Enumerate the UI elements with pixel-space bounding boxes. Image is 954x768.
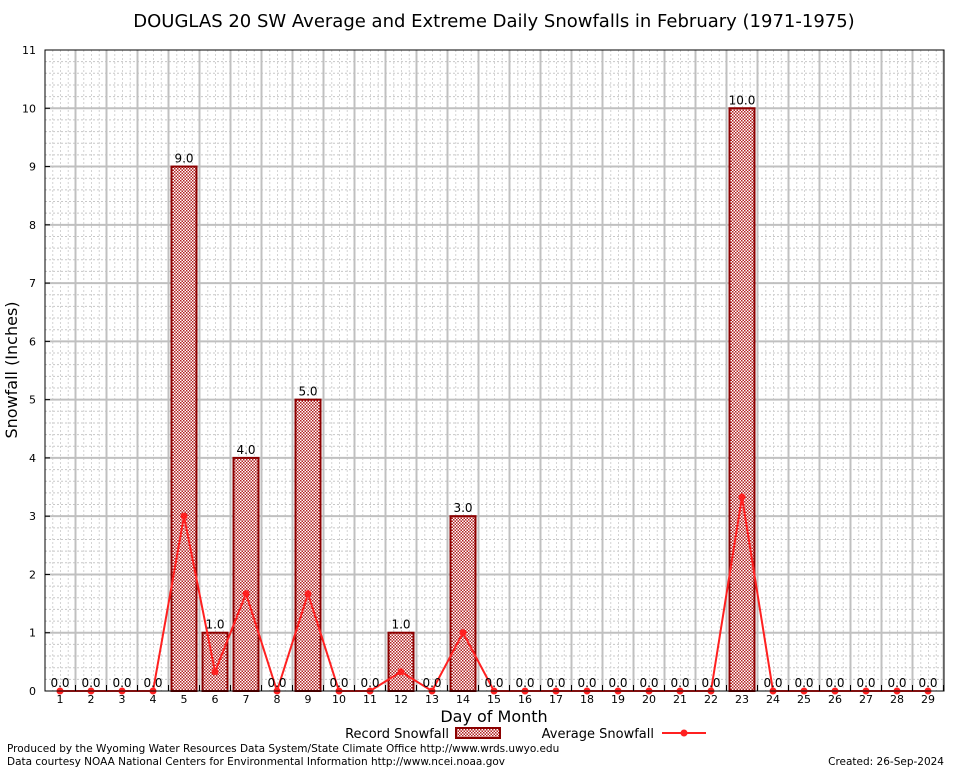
bar-value-label: 0.0 [515, 676, 534, 690]
bar-value-label: 0.0 [608, 676, 627, 690]
x-tick-label: 1 [57, 693, 64, 706]
bar-value-label: 0.0 [763, 676, 782, 690]
x-tick-label: 11 [363, 693, 377, 706]
legend-average-label: Average Snowfall [542, 727, 654, 742]
record-bar [387, 631, 415, 693]
x-tick-label: 6 [212, 693, 219, 706]
y-tick-label: 7 [29, 277, 36, 290]
bar-value-label: 0.0 [639, 676, 658, 690]
bar-value-label: 0.0 [360, 676, 379, 690]
record-bar [728, 107, 756, 693]
y-tick-label: 3 [29, 510, 36, 523]
x-axis-label: Day of Month [440, 707, 547, 726]
x-tick-label: 19 [611, 693, 625, 706]
x-tick-label: 16 [518, 693, 532, 706]
y-axis-label: Snowfall (Inches) [2, 301, 21, 438]
x-tick-label: 13 [425, 693, 439, 706]
bar-value-label: 4.0 [236, 443, 255, 457]
x-tick-label: 15 [487, 693, 501, 706]
average-point [304, 590, 312, 598]
x-tick-label: 26 [828, 693, 842, 706]
bar-value-label: 0.0 [577, 676, 596, 690]
bar-value-label: 0.0 [484, 676, 503, 690]
bar-value-label: 1.0 [391, 618, 410, 632]
record-bar [170, 165, 198, 692]
average-point [211, 668, 219, 676]
bar-value-label: 0.0 [81, 676, 100, 690]
x-tick-label: 4 [150, 693, 157, 706]
x-tick-label: 22 [704, 693, 718, 706]
bar-value-label: 0.0 [887, 676, 906, 690]
bar-value-label: 0.0 [794, 676, 813, 690]
legend-average-marker [680, 729, 688, 737]
average-point [397, 668, 405, 676]
bar-value-label: 0.0 [825, 676, 844, 690]
legend-record-label: Record Snowfall [345, 727, 449, 742]
x-tick-label: 17 [549, 693, 563, 706]
y-tick-label: 2 [29, 568, 36, 581]
footer-produced-by: Produced by the Wyoming Water Resources … [7, 743, 559, 755]
bar-value-label: 9.0 [174, 152, 193, 166]
bar-value-label: 0.0 [143, 676, 162, 690]
legend: Record Snowfall Average Snowfall [345, 727, 706, 742]
bar-value-label: 3.0 [453, 501, 472, 515]
x-tick-label: 20 [642, 693, 656, 706]
x-tick-label: 7 [243, 693, 250, 706]
chart-title: DOUGLAS 20 SW Average and Extreme Daily … [133, 11, 854, 32]
record-bar [232, 456, 260, 692]
y-tick-label: 8 [29, 219, 36, 232]
average-point [738, 493, 746, 501]
footer-created: Created: 26-Sep-2024 [828, 756, 944, 768]
x-tick-label: 23 [735, 693, 749, 706]
record-bar [294, 398, 322, 692]
x-tick-label: 3 [119, 693, 126, 706]
y-tick-label: 11 [22, 44, 36, 57]
x-tick-label: 29 [921, 693, 935, 706]
x-tick-label: 28 [890, 693, 904, 706]
x-tick-label: 18 [580, 693, 594, 706]
bar-value-label: 0.0 [546, 676, 565, 690]
x-tick-label: 2 [88, 693, 95, 706]
x-tick-label: 25 [797, 693, 811, 706]
bar-value-label: 5.0 [298, 385, 317, 399]
y-tick-label: 6 [29, 335, 36, 348]
bar-value-label: 0.0 [918, 676, 937, 690]
footer-courtesy: Data courtesy NOAA National Centers for … [7, 756, 505, 768]
x-tick-label: 21 [673, 693, 687, 706]
bar-value-label: 0.0 [267, 676, 286, 690]
bar-value-label: 0.0 [701, 676, 720, 690]
average-point [242, 590, 250, 598]
x-tick-label: 9 [305, 693, 312, 706]
plot-frame [44, 49, 945, 692]
bar-value-label: 0.0 [422, 676, 441, 690]
x-tick-label: 14 [456, 693, 470, 706]
bar-value-label: 0.0 [670, 676, 689, 690]
bar-value-label: 10.0 [729, 93, 756, 107]
x-tick-label: 8 [274, 693, 281, 706]
y-tick-label: 10 [22, 102, 36, 115]
x-tick-label: 10 [332, 693, 346, 706]
average-point [459, 629, 467, 637]
record-bar [201, 631, 229, 693]
y-tick-label: 5 [29, 394, 36, 407]
y-tick-label: 4 [29, 452, 36, 465]
average-point [180, 512, 188, 520]
bar-value-label: 0.0 [329, 676, 348, 690]
record-bar [449, 515, 477, 692]
y-tick-label: 0 [29, 685, 36, 698]
y-tick-label: 9 [29, 161, 36, 174]
legend-record-swatch [455, 727, 501, 739]
bar-value-label: 0.0 [50, 676, 69, 690]
y-tick-label: 1 [29, 627, 36, 640]
x-tick-label: 24 [766, 693, 780, 706]
x-tick-label: 27 [859, 693, 873, 706]
x-tick-label: 12 [394, 693, 408, 706]
bar-value-label: 0.0 [112, 676, 131, 690]
bar-value-label: 0.0 [856, 676, 875, 690]
bar-value-label: 1.0 [205, 618, 224, 632]
x-tick-label: 5 [181, 693, 188, 706]
